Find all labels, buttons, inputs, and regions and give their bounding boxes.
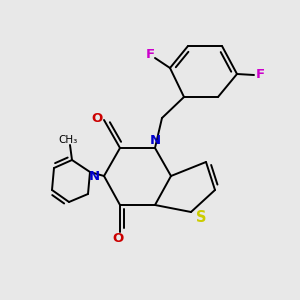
Text: N: N	[88, 169, 100, 182]
Text: F: F	[255, 68, 265, 82]
Text: S: S	[196, 209, 206, 224]
Text: O: O	[112, 232, 124, 245]
Text: CH₃: CH₃	[58, 135, 78, 145]
Text: O: O	[92, 112, 103, 124]
Text: F: F	[146, 47, 154, 61]
Text: N: N	[149, 134, 161, 146]
